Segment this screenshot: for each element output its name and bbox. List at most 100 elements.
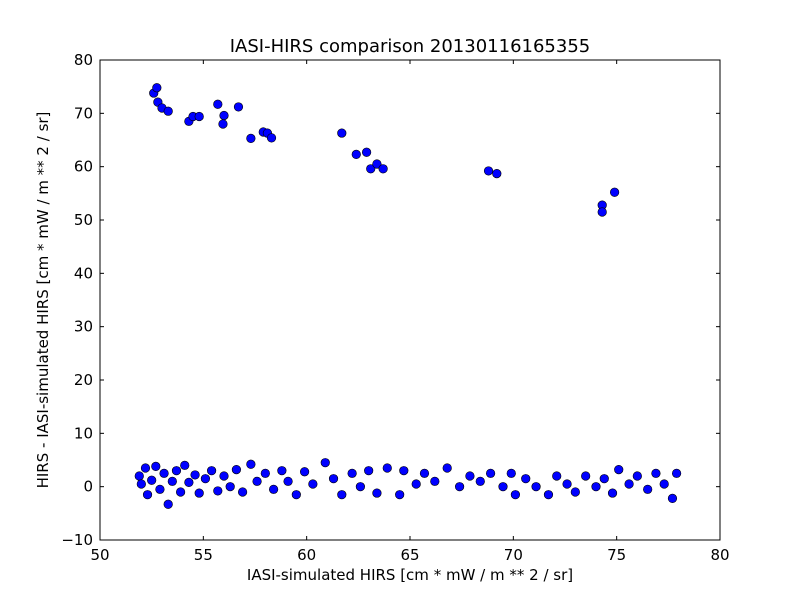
scatter-point (521, 474, 531, 484)
scatter-point (233, 102, 244, 112)
scatter-point (581, 471, 591, 481)
scatter-point (599, 474, 609, 484)
data-points (134, 83, 682, 509)
scatter-point (419, 468, 430, 478)
x-tick-label: 65 (400, 546, 419, 564)
scatter-point (218, 119, 228, 129)
scatter-point (152, 83, 162, 93)
scatter-point (543, 490, 554, 500)
scatter-point (498, 482, 508, 492)
scatter-point (362, 147, 372, 157)
x-tick-label: 80 (710, 546, 729, 564)
scatter-point (483, 166, 494, 176)
scatter-point (614, 465, 624, 475)
x-tick-label: 60 (297, 546, 316, 564)
scatter-point (260, 468, 270, 478)
scatter-point (171, 466, 182, 476)
scatter-point (167, 476, 177, 486)
scatter-point (337, 490, 347, 500)
scatter-point (364, 466, 374, 476)
scatter-point (140, 463, 151, 473)
scatter-point (190, 470, 200, 480)
scatter-point (355, 482, 366, 492)
x-tick-label: 50 (90, 546, 109, 564)
scatter-point (283, 476, 293, 486)
y-tick-label: 10 (74, 424, 93, 442)
scatter-point (411, 479, 421, 489)
scatter-point (231, 465, 241, 475)
scatter-point (142, 490, 153, 500)
scatter-point (486, 468, 496, 478)
y-tick-label: −10 (61, 531, 93, 549)
scatter-point (570, 487, 580, 497)
y-axis: −10 0 10 20 30 40 50 60 70 80 (61, 51, 720, 549)
y-tick-label: 70 (74, 104, 93, 122)
scatter-point (207, 466, 217, 476)
scatter-point (246, 459, 256, 469)
scatter-point (455, 482, 465, 492)
scatter-point (300, 467, 310, 477)
scatter-point (200, 474, 210, 484)
scatter-point (151, 461, 161, 472)
scatter-point (562, 479, 572, 489)
x-tick-label: 75 (607, 546, 626, 564)
scatter-point (430, 476, 440, 486)
y-tick-label: 50 (74, 211, 93, 229)
scatter-point (176, 487, 186, 497)
scatter-point (194, 111, 204, 122)
scatter-point (147, 475, 157, 485)
scatter-point (225, 482, 235, 492)
scatter-point (659, 479, 669, 489)
scatter-point (155, 484, 165, 494)
x-axis-label: IASI-simulated HIRS [cm * mW / m ** 2 / … (247, 566, 573, 584)
scatter-point (308, 479, 318, 489)
scatter-point (134, 471, 144, 481)
scatter-point (213, 486, 223, 496)
scatter-point (194, 488, 204, 498)
scatter-point (552, 471, 562, 481)
scatter-point (347, 468, 357, 478)
scatter-point (163, 499, 173, 509)
y-axis-label: HIRS - IASI-simulated HIRS [cm * mW / m … (34, 112, 52, 489)
scatter-point (442, 463, 452, 473)
scatter-point (506, 468, 516, 478)
scatter-point (266, 133, 277, 143)
scatter-point (238, 487, 248, 497)
scatter-point (395, 490, 405, 500)
scatter-point (671, 468, 682, 478)
x-tick-label: 70 (504, 546, 523, 564)
scatter-point (159, 468, 169, 478)
y-tick-label: 20 (74, 371, 93, 389)
scatter-point (163, 106, 173, 116)
scatter-point (320, 458, 330, 468)
scatter-point (291, 490, 301, 500)
scatter-point (252, 476, 262, 486)
scatter-point (651, 468, 661, 478)
scatter-point (366, 164, 376, 174)
scatter-point (465, 471, 475, 481)
scatter-point (591, 482, 601, 492)
scatter-point (643, 484, 653, 494)
scatter-point (337, 128, 347, 138)
scatter-point (219, 110, 229, 121)
x-axis: 50 55 60 65 70 75 80 (90, 60, 730, 564)
scatter-point (378, 164, 388, 174)
scatter-point (180, 460, 190, 470)
scatter-point (492, 169, 502, 179)
scatter-point (609, 187, 620, 197)
scatter-point (475, 476, 485, 486)
scatter-point (667, 493, 678, 504)
scatter-point (184, 477, 194, 488)
chart-title: IASI-HIRS comparison 20130116165355 (230, 36, 591, 57)
y-tick-label: 0 (83, 478, 93, 496)
scatter-point (213, 99, 223, 109)
scatter-point (136, 479, 146, 489)
scatter-point (632, 471, 642, 481)
y-tick-label: 40 (74, 264, 93, 282)
y-tick-label: 30 (74, 318, 93, 336)
scatter-point (277, 466, 287, 476)
scatter-point (328, 474, 339, 484)
scatter-point (531, 482, 541, 492)
